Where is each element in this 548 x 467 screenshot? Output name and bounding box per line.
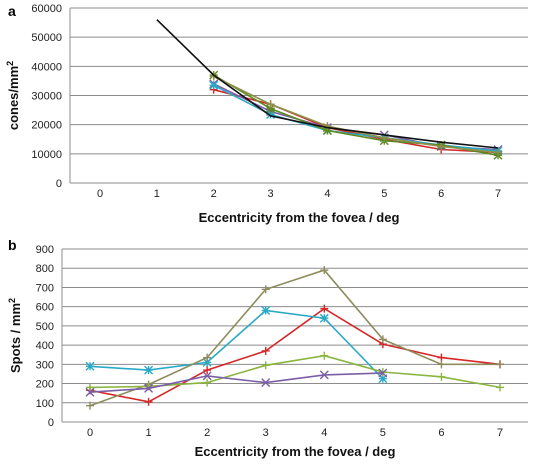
x-tick-label: 4 <box>321 427 327 439</box>
x-tick-label: 6 <box>438 427 444 439</box>
y-tick-label: 800 <box>36 263 54 275</box>
y-tick-label: 100 <box>36 398 54 410</box>
y-tick-label: 0 <box>56 178 62 190</box>
x-axis-title: Eccentricity from the fovea / deg <box>199 210 400 225</box>
x-axis-title: Eccentricity from the fovea / deg <box>195 444 396 459</box>
data-point <box>323 122 332 131</box>
series-line-1 <box>89 307 501 403</box>
y-axis-title: cones/mm2 <box>5 61 21 130</box>
y-axis-title-superscript: 2 <box>7 298 17 303</box>
panel-letter: b <box>8 237 17 253</box>
series-line-2 <box>89 309 384 380</box>
data-point <box>437 142 446 151</box>
data-point <box>209 80 219 90</box>
x-tick-label: 5 <box>380 427 386 439</box>
y-axis-title-text: Spots / mm <box>8 303 23 373</box>
y-tick-label: 10000 <box>31 149 62 161</box>
data-point <box>319 313 329 323</box>
data-point <box>261 306 271 316</box>
panel-a: a 0 10000 20000 30000 40000 50000 60000 0 1 2 3 4 5 6 7… <box>5 3 528 225</box>
y-tick-label: 900 <box>36 244 54 256</box>
y-tick-label: 0 <box>48 417 54 429</box>
y-axis-title-text: cones/mm <box>6 66 21 130</box>
series-line-2 <box>213 83 499 151</box>
data-point <box>144 397 153 406</box>
y-tick-label: 30000 <box>31 91 62 103</box>
data-point <box>86 383 94 392</box>
data-point <box>261 361 270 370</box>
data-point <box>202 371 212 381</box>
data-point <box>203 366 212 375</box>
data-point <box>378 368 388 378</box>
data-point <box>203 378 212 387</box>
data-point <box>437 353 446 362</box>
data-point <box>266 100 275 109</box>
data-point <box>496 383 504 392</box>
y-tick-label: 40000 <box>31 61 62 73</box>
series-line-5 <box>213 75 499 154</box>
x-tick-label: 2 <box>211 188 217 200</box>
data-point <box>86 401 94 410</box>
x-tick-label: 3 <box>263 427 269 439</box>
data-point <box>144 365 154 375</box>
panel-letter: a <box>8 3 16 19</box>
y-tick-label: 200 <box>36 379 54 391</box>
x-tick-label: 2 <box>204 427 210 439</box>
x-tick-label: 6 <box>438 188 444 200</box>
y-tick-label: 60000 <box>31 3 62 15</box>
data-point <box>320 351 329 360</box>
data-point <box>494 148 502 157</box>
data-point <box>319 370 329 380</box>
x-tick-label: 0 <box>87 427 93 439</box>
data-point <box>85 361 95 371</box>
data-point <box>261 346 270 355</box>
data-point <box>378 335 387 344</box>
data-point <box>203 353 212 362</box>
x-tick-label: 4 <box>324 188 330 200</box>
data-point <box>437 360 446 369</box>
y-tick-label: 400 <box>36 340 54 352</box>
y-tick-label: 700 <box>36 282 54 294</box>
y-tick-label: 20000 <box>31 120 62 132</box>
data-point <box>85 387 95 397</box>
data-point <box>496 360 504 369</box>
x-tick-label: 0 <box>97 188 103 200</box>
data-point <box>144 383 154 393</box>
panel-b: b 0 100 200 300 400 500 600 700 800 900 0 1 2 3 4 5 6 7 Ecc… <box>7 237 528 459</box>
x-tick-label: 7 <box>495 188 501 200</box>
data-point <box>437 372 446 381</box>
series-line-5 <box>89 372 383 393</box>
x-tick-label: 7 <box>497 427 503 439</box>
y-tick-label: 600 <box>36 302 54 314</box>
data-point <box>320 304 329 313</box>
x-tick-label: 5 <box>381 188 387 200</box>
y-tick-label: 500 <box>36 321 54 333</box>
x-tick-label: 1 <box>154 188 160 200</box>
data-point <box>320 266 329 275</box>
y-tick-label: 50000 <box>31 32 62 44</box>
x-tick-label: 3 <box>268 188 274 200</box>
data-point <box>261 285 270 294</box>
x-tick-label: 1 <box>146 427 152 439</box>
y-axis-title: Spots / mm2 <box>7 298 23 373</box>
data-point <box>202 357 212 367</box>
data-point <box>261 378 271 388</box>
series-line-3 <box>89 269 500 407</box>
y-tick-label: 300 <box>36 359 54 371</box>
series-line-6 <box>156 19 499 149</box>
y-axis-title-superscript: 2 <box>5 61 15 66</box>
